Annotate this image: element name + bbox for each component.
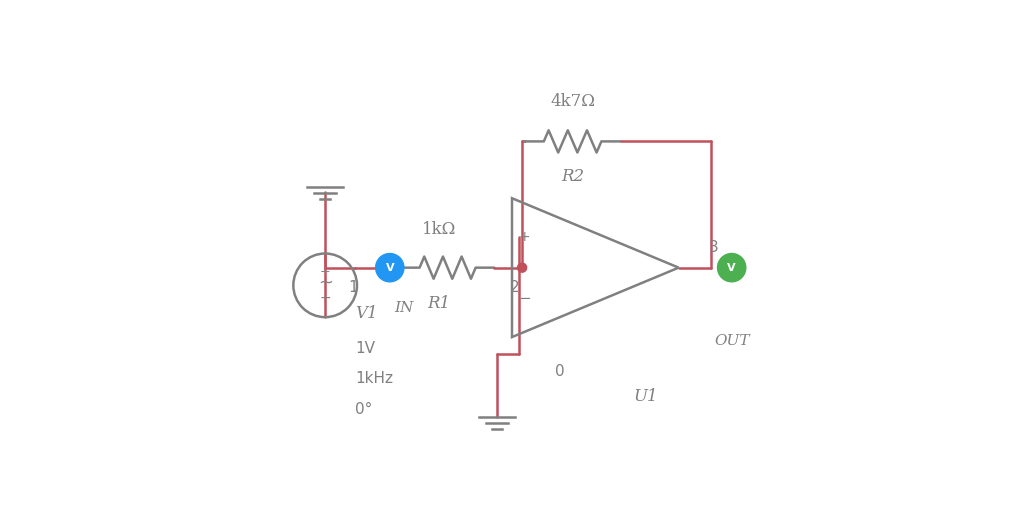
Text: 1V: 1V	[355, 341, 376, 356]
Text: V: V	[385, 263, 394, 273]
Text: R1: R1	[427, 294, 451, 312]
Text: 1kHz: 1kHz	[355, 371, 393, 386]
Circle shape	[376, 254, 403, 282]
Text: +: +	[519, 230, 530, 244]
Text: OUT: OUT	[714, 334, 750, 348]
Circle shape	[517, 263, 526, 272]
Circle shape	[718, 254, 745, 282]
Text: 4k7Ω: 4k7Ω	[550, 92, 595, 110]
Text: V: V	[727, 263, 736, 273]
Text: IN: IN	[394, 301, 413, 315]
Text: 1kΩ: 1kΩ	[422, 221, 456, 238]
Text: V1: V1	[355, 305, 378, 322]
Text: 1: 1	[348, 280, 357, 295]
Text: 0: 0	[555, 364, 565, 379]
Text: 3: 3	[710, 240, 719, 255]
Text: R2: R2	[561, 168, 584, 185]
Text: −: −	[518, 291, 531, 306]
Text: −: −	[319, 290, 331, 305]
Text: 0°: 0°	[355, 401, 373, 417]
Text: U1: U1	[634, 388, 658, 405]
Text: +: +	[319, 265, 331, 278]
Text: ~: ~	[317, 274, 333, 292]
Text: 2: 2	[510, 280, 519, 295]
